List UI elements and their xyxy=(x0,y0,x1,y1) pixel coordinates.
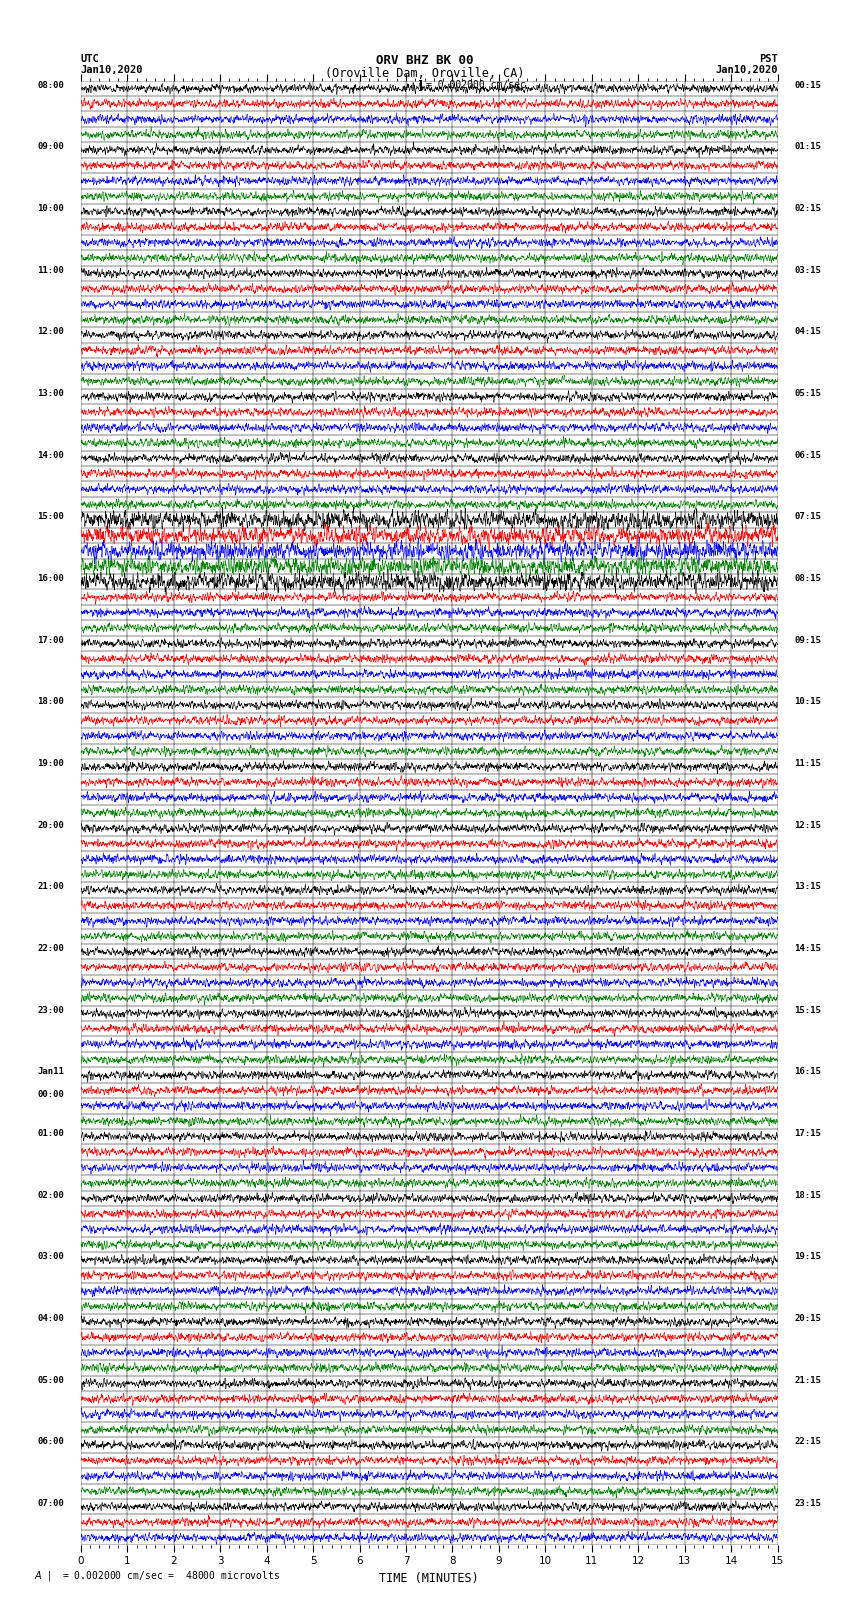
Text: 15:00: 15:00 xyxy=(37,513,65,521)
Text: 18:15: 18:15 xyxy=(794,1190,821,1200)
Text: 06:00: 06:00 xyxy=(37,1437,65,1447)
Text: 20:00: 20:00 xyxy=(37,821,65,829)
Text: 10:00: 10:00 xyxy=(37,203,65,213)
Text: 05:15: 05:15 xyxy=(794,389,821,398)
Text: PST: PST xyxy=(759,53,778,65)
Text: 21:15: 21:15 xyxy=(794,1376,821,1384)
Text: 19:00: 19:00 xyxy=(37,760,65,768)
X-axis label: TIME (MINUTES): TIME (MINUTES) xyxy=(379,1573,479,1586)
Text: 01:15: 01:15 xyxy=(794,142,821,152)
Text: = 0.002000 cm/sec: = 0.002000 cm/sec xyxy=(426,81,526,90)
Text: 09:15: 09:15 xyxy=(794,636,821,645)
Text: 05:00: 05:00 xyxy=(37,1376,65,1384)
Text: 14:00: 14:00 xyxy=(37,450,65,460)
Text: 21:00: 21:00 xyxy=(37,882,65,892)
Text: Jan11: Jan11 xyxy=(37,1068,65,1076)
Text: 06:15: 06:15 xyxy=(794,450,821,460)
Text: 00:00: 00:00 xyxy=(37,1090,65,1098)
Text: 08:15: 08:15 xyxy=(794,574,821,582)
Text: 14:15: 14:15 xyxy=(794,944,821,953)
Text: 16:15: 16:15 xyxy=(794,1068,821,1076)
Text: (Oroville Dam, Oroville, CA): (Oroville Dam, Oroville, CA) xyxy=(326,66,524,81)
Text: 12:00: 12:00 xyxy=(37,327,65,337)
Text: 13:15: 13:15 xyxy=(794,882,821,892)
Text: 22:15: 22:15 xyxy=(794,1437,821,1447)
Text: 13:00: 13:00 xyxy=(37,389,65,398)
Text: 02:15: 02:15 xyxy=(794,203,821,213)
Text: 02:00: 02:00 xyxy=(37,1190,65,1200)
Text: 22:00: 22:00 xyxy=(37,944,65,953)
Text: 23:15: 23:15 xyxy=(794,1498,821,1508)
Text: 23:00: 23:00 xyxy=(37,1005,65,1015)
Text: 15:15: 15:15 xyxy=(794,1005,821,1015)
Text: Jan10,2020: Jan10,2020 xyxy=(715,65,778,76)
Text: 11:15: 11:15 xyxy=(794,760,821,768)
Text: 07:00: 07:00 xyxy=(37,1498,65,1508)
Text: $\mathit{A}$ $|$  = 0.002000 cm/sec =  48000 microvolts: $\mathit{A}$ $|$ = 0.002000 cm/sec = 480… xyxy=(34,1569,280,1584)
Text: UTC: UTC xyxy=(81,53,99,65)
Text: 09:00: 09:00 xyxy=(37,142,65,152)
Text: 12:15: 12:15 xyxy=(794,821,821,829)
Text: 04:15: 04:15 xyxy=(794,327,821,337)
Text: ORV BHZ BK 00: ORV BHZ BK 00 xyxy=(377,53,473,68)
Text: 04:00: 04:00 xyxy=(37,1315,65,1323)
Text: 17:15: 17:15 xyxy=(794,1129,821,1139)
Text: Jan10,2020: Jan10,2020 xyxy=(81,65,144,76)
Text: 16:00: 16:00 xyxy=(37,574,65,582)
Text: 03:00: 03:00 xyxy=(37,1252,65,1261)
Text: 07:15: 07:15 xyxy=(794,513,821,521)
Text: 18:00: 18:00 xyxy=(37,697,65,706)
Text: 01:00: 01:00 xyxy=(37,1129,65,1139)
Text: 20:15: 20:15 xyxy=(794,1315,821,1323)
Text: 11:00: 11:00 xyxy=(37,266,65,274)
Text: 10:15: 10:15 xyxy=(794,697,821,706)
Text: 19:15: 19:15 xyxy=(794,1252,821,1261)
Text: 03:15: 03:15 xyxy=(794,266,821,274)
Text: 17:00: 17:00 xyxy=(37,636,65,645)
Text: 08:00: 08:00 xyxy=(37,81,65,90)
Text: 00:15: 00:15 xyxy=(794,81,821,90)
